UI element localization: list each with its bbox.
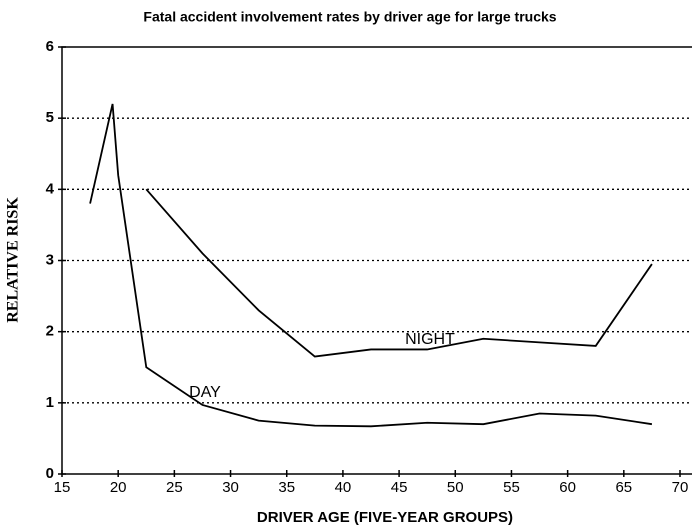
x-tick-label: 60 (559, 479, 576, 496)
annotation: NIGHT (405, 331, 455, 348)
x-tick-label: 70 (672, 479, 689, 496)
x-tick-label: 55 (503, 479, 520, 496)
x-tick-label: 25 (166, 479, 183, 496)
y-tick-label: 1 (46, 394, 54, 411)
x-tick-label: 30 (222, 479, 239, 496)
x-tick-label: 65 (615, 479, 632, 496)
y-axis-label: RELATIVE RISK (5, 197, 22, 323)
x-tick-label: 20 (110, 479, 127, 496)
annotation: DAY (189, 384, 221, 401)
y-tick-label: 2 (46, 323, 54, 340)
x-tick-label: 35 (278, 479, 295, 496)
line-series (145, 188, 653, 358)
x-tick-label: 40 (335, 479, 352, 496)
y-tick-label: 5 (46, 109, 54, 126)
chart-title: Fatal accident involvement rates by driv… (143, 9, 556, 25)
y-tick-label: 0 (46, 465, 54, 482)
x-tick-label: 45 (391, 479, 408, 496)
x-tick-label: 50 (447, 479, 464, 496)
y-tick-label: 4 (46, 180, 55, 197)
line-series (89, 103, 653, 428)
y-tick-label: 6 (46, 38, 54, 55)
y-tick-label: 3 (46, 251, 54, 268)
x-axis-label: DRIVER AGE (FIVE-YEAR GROUPS) (257, 509, 513, 526)
x-tick-label: 15 (54, 479, 71, 496)
